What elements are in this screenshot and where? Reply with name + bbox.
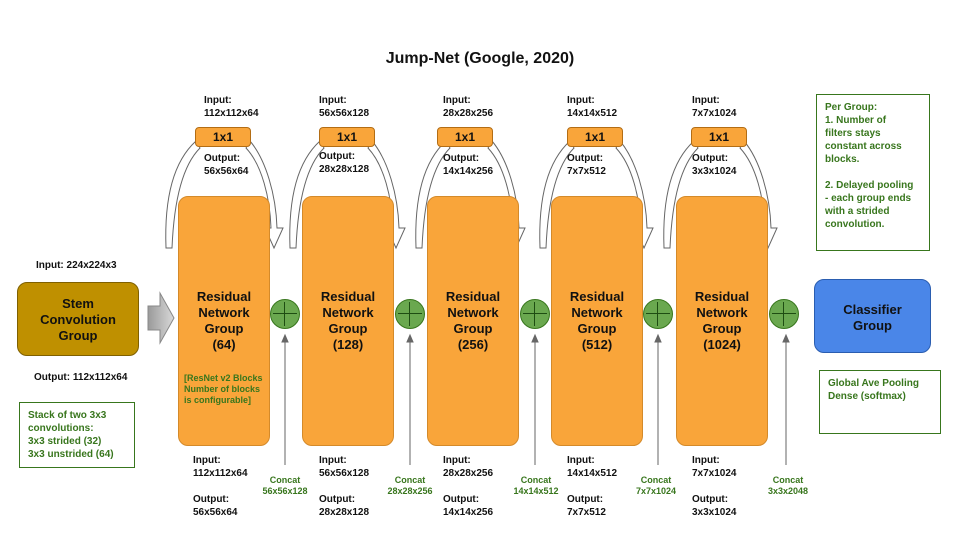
stem-to-group-arrow	[147, 291, 175, 345]
stem-label-line: Group	[58, 328, 98, 343]
residual-network-group-3: Residual Network Group (256)	[427, 196, 519, 446]
concat-plus-icon	[395, 299, 425, 329]
group-5-bottom-output: Output: 3x3x1024	[692, 494, 737, 518]
classifier-note-box: Global Ave Pooling Dense (softmax)	[819, 370, 941, 434]
group-5-top-input: Input: 7x7x1024	[692, 95, 737, 119]
residual-network-group-1: Residual Network Group (64) [ResNet v2 Bloc…	[178, 196, 270, 446]
concat-label-5: Concat 3x3x2048	[767, 475, 809, 496]
group-3-bottom-input: Input: 28x28x256	[443, 455, 494, 479]
group-4-top-input: Input: 14x14x512	[567, 95, 618, 119]
concat-pointers	[281, 333, 790, 465]
concat-label-1: Concat 56x56x128	[262, 475, 308, 496]
concat-label-2: Concat 28x28x256	[387, 475, 433, 496]
stem-note-line: convolutions:	[28, 423, 94, 434]
group-2-bottom-input: Input: 56x56x128	[319, 455, 370, 479]
group-1-top-output: Output: 56x56x64	[204, 153, 249, 177]
skip-arrow-up-5	[663, 140, 699, 249]
concat-label-4: Concat 7x7x1024	[635, 475, 677, 496]
stem-label-line: Convolution	[40, 312, 116, 327]
group-5-conv1x1: 1x1	[691, 127, 747, 147]
group-5-top-output: Output: 3x3x1024	[692, 153, 737, 177]
group-5-bottom-input: Input: 7x7x1024	[692, 455, 737, 479]
residual-network-group-5: Residual Network Group (1024)	[676, 196, 768, 446]
group-4-conv1x1: 1x1	[567, 127, 623, 147]
skip-arrow-up-3	[415, 140, 451, 249]
concat-plus-icon	[643, 299, 673, 329]
stem-output-label: Output: 112x112x64	[34, 372, 128, 383]
skip-arrow-up-2	[289, 140, 325, 249]
group-filters: (128)	[332, 337, 364, 352]
stem-note-line: 3x3 strided (32)	[28, 436, 102, 447]
concat-label-3: Concat 14x14x512	[513, 475, 559, 496]
group-filters: (512)	[581, 337, 613, 352]
group-2-bottom-output: Output: 28x28x128	[319, 494, 370, 518]
group-filters: (64)	[212, 337, 236, 352]
skip-arrow-up-1	[165, 140, 201, 249]
concat-plus-icon	[769, 299, 799, 329]
group-2-conv1x1: 1x1	[319, 127, 375, 147]
group-3-conv1x1: 1x1	[437, 127, 493, 147]
group-2-top-input: Input: 56x56x128	[319, 95, 370, 119]
group-1-bottom-input: Input: 112x112x64	[193, 455, 248, 479]
diagram-title: Jump-Net (Google, 2020)	[385, 50, 575, 67]
stem-label-line: Stem	[62, 296, 94, 311]
residual-network-group-2: Residual Network Group (128)	[302, 196, 394, 446]
group-2-top-output: Output: 28x28x128	[319, 151, 370, 175]
group-1-bottom-output: Output: 56x56x64	[193, 494, 238, 518]
concat-plus-icon	[270, 299, 300, 329]
group-4-bottom-input: Input: 14x14x512	[567, 455, 618, 479]
group-3-bottom-output: Output: 14x14x256	[443, 494, 494, 518]
stem-convolution-group: Stem Convolution Group	[17, 282, 139, 356]
classifier-group: Classifier Group	[814, 279, 931, 353]
skip-arrow-up-4	[539, 140, 575, 249]
group-filters: (256)	[457, 337, 489, 352]
group-filters: (1024)	[703, 337, 741, 352]
group-4-bottom-output: Output: 7x7x512	[567, 494, 606, 518]
stem-note-box: Stack of two 3x3 convolutions: 3x3 strid…	[19, 402, 135, 468]
group-3-top-input: Input: 28x28x256	[443, 95, 494, 119]
stem-note-line: 3x3 unstrided (64)	[28, 449, 114, 460]
group-1-conv1x1: 1x1	[195, 127, 251, 147]
group-4-top-output: Output: 7x7x512	[567, 153, 606, 177]
stem-input-label: Input: 224x224x3	[36, 260, 117, 271]
per-group-note-box: Per Group: 1. Number of filters stays co…	[816, 94, 930, 251]
residual-network-group-4: Residual Network Group (512)	[551, 196, 643, 446]
group-3-top-output: Output: 14x14x256	[443, 153, 494, 177]
stem-note-line: Stack of two 3x3	[28, 410, 107, 421]
resnet-note: [ResNet v2 Blocks Number of blocks is conf…	[184, 373, 263, 405]
concat-plus-icon	[520, 299, 550, 329]
group-1-top-input: Input: 112x112x64	[204, 95, 259, 119]
